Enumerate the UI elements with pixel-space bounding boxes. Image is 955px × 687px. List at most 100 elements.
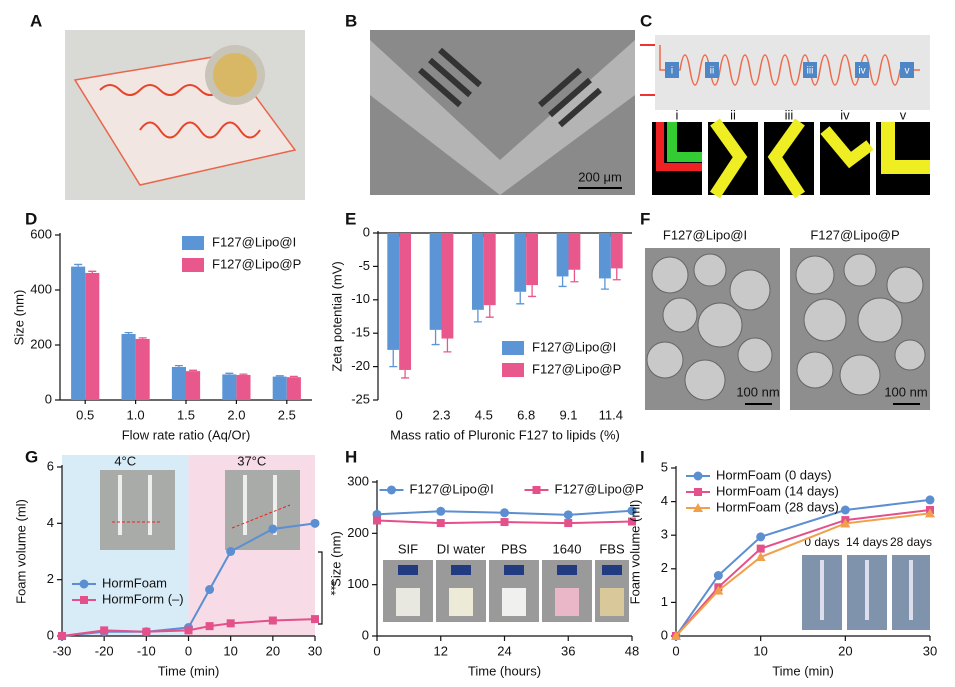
- y-tick-label: 4: [47, 515, 54, 530]
- x-tick-label: 11.4: [599, 407, 623, 422]
- marker: [226, 619, 235, 628]
- image-title: F127@Lipo@P: [810, 227, 899, 242]
- medium-label: PBS: [501, 541, 527, 556]
- legend-label: F127@Lipo@P: [555, 481, 644, 496]
- x-axis-label: Time (min): [772, 663, 834, 678]
- marker: [436, 519, 445, 528]
- error-bar: [174, 364, 183, 367]
- marker: [436, 506, 446, 516]
- bar: [186, 371, 201, 400]
- marker: [373, 516, 381, 525]
- x-axis-label: Flow rate ratio (Aq/Or): [122, 427, 251, 442]
- x-tick-label: 10: [753, 643, 767, 658]
- medium-label: SIF: [398, 541, 418, 556]
- x-tick-label: 4.5: [475, 407, 493, 422]
- photo-aged-foam: [802, 555, 930, 630]
- marker: [205, 585, 215, 595]
- bar: [471, 233, 484, 310]
- y-axis-label: Size (nm): [328, 531, 343, 587]
- bar: [387, 233, 400, 350]
- stage-label: iv: [840, 107, 850, 122]
- scale-label: 100 nm: [736, 384, 779, 399]
- x-tick-label: 36: [561, 643, 575, 658]
- line: [61, 522, 316, 637]
- stage-marker: ii: [710, 66, 714, 77]
- bar: [610, 233, 623, 269]
- marker: [563, 510, 573, 520]
- marker: [80, 596, 88, 604]
- bar: [71, 266, 86, 400]
- panel-letter: D: [25, 209, 37, 228]
- error-bar: [612, 268, 621, 281]
- y-axis-label: Foam volume (ml): [13, 499, 28, 604]
- marker: [79, 579, 89, 589]
- marker: [184, 626, 193, 635]
- y-tick-label: 100: [347, 576, 369, 591]
- panel-letter: C: [640, 11, 652, 30]
- error-bar: [239, 373, 248, 375]
- marker: [693, 503, 703, 512]
- marker: [532, 486, 541, 494]
- marker: [628, 517, 636, 526]
- panel-letter: H: [345, 447, 357, 466]
- bar: [441, 233, 454, 339]
- bar: [171, 367, 186, 400]
- error-bar: [74, 263, 83, 267]
- marker: [694, 488, 702, 496]
- bar: [236, 374, 251, 400]
- y-tick-label: 6: [47, 458, 54, 473]
- marker: [564, 519, 573, 528]
- x-tick-label: 20: [838, 643, 852, 658]
- y-axis-label: Size (nm): [11, 290, 26, 346]
- marker: [311, 615, 319, 624]
- marker: [627, 506, 637, 516]
- x-tick-label: 2.0: [227, 407, 245, 422]
- x-tick-label: 1.0: [127, 407, 145, 422]
- legend-swatch: [502, 363, 524, 377]
- marker: [925, 495, 935, 505]
- age-label: 14 days: [846, 535, 888, 549]
- error-bar: [275, 375, 284, 377]
- y-tick-label: 1: [661, 594, 668, 609]
- y-tick-label: 200: [347, 525, 369, 540]
- error-bar: [401, 369, 410, 379]
- y-tick-label: -25: [351, 391, 370, 406]
- scale-label: 200 μm: [578, 169, 622, 184]
- y-axis-label: Zeta potential (mV): [329, 261, 344, 372]
- error-bar: [88, 270, 97, 273]
- marker: [713, 585, 724, 595]
- error-bar: [485, 305, 494, 318]
- significance-bracket: [318, 551, 323, 625]
- legend-label: F127@Lipo@I: [410, 481, 494, 496]
- medium-label: DI water: [437, 541, 486, 556]
- y-tick-label: -10: [351, 291, 370, 306]
- photo-sem: [370, 30, 635, 195]
- age-label: 28 days: [890, 535, 932, 549]
- x-tick-label: 2.5: [278, 407, 296, 422]
- y-tick-label: 600: [30, 226, 52, 241]
- bar: [568, 233, 581, 270]
- x-tick-label: 24: [497, 643, 511, 658]
- y-tick-label: 0: [363, 224, 370, 239]
- error-bar: [473, 309, 482, 323]
- bar: [286, 377, 301, 400]
- marker: [310, 518, 320, 528]
- line: [61, 618, 316, 637]
- legend-swatch: [502, 341, 524, 355]
- bar: [222, 374, 237, 400]
- significance: ***: [324, 580, 339, 595]
- bar: [135, 338, 150, 400]
- panel-letter: G: [25, 447, 38, 466]
- x-tick-label: 9.1: [559, 407, 577, 422]
- stage-label: i: [676, 107, 679, 122]
- photo-tem: [645, 248, 930, 410]
- panel-letter: A: [30, 11, 42, 30]
- y-tick-label: 2: [47, 571, 54, 586]
- marker: [756, 544, 765, 553]
- legend-swatch: [182, 258, 204, 272]
- marker: [693, 471, 703, 481]
- bar: [85, 272, 100, 400]
- error-bar: [570, 269, 579, 283]
- marker: [713, 571, 723, 581]
